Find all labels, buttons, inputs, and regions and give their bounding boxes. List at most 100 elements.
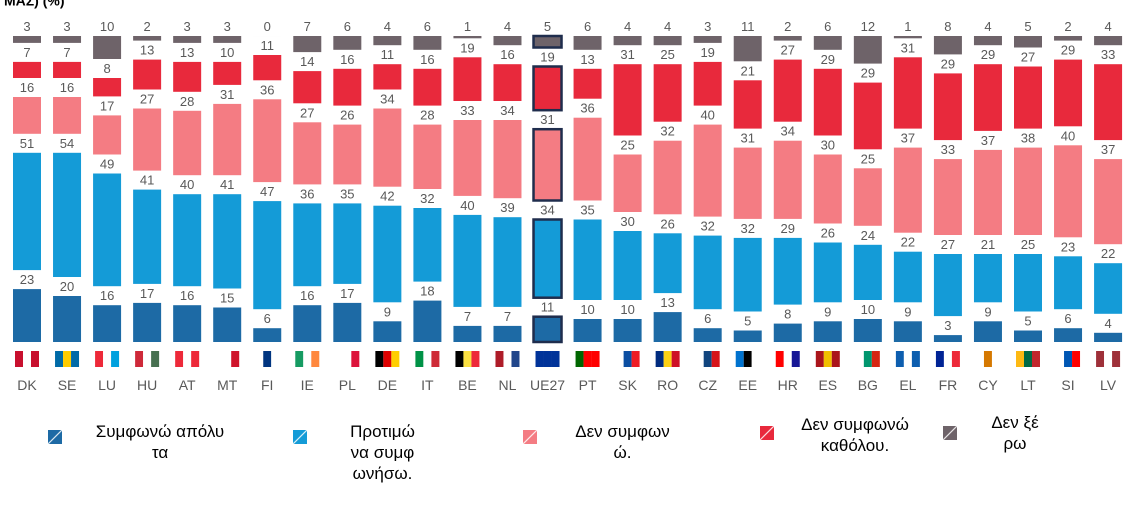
flag bbox=[471, 351, 480, 367]
value-label: 32 bbox=[740, 221, 754, 236]
bar-segment bbox=[773, 323, 802, 342]
flag bbox=[1016, 351, 1024, 367]
bar-segment bbox=[453, 120, 482, 196]
flag bbox=[991, 351, 1000, 367]
value-label: 31 bbox=[740, 131, 754, 146]
bar-segment bbox=[813, 321, 842, 342]
bar-segment bbox=[733, 36, 762, 62]
value-label: 3 bbox=[184, 19, 191, 34]
bar-segment bbox=[213, 194, 242, 289]
bar-segment bbox=[973, 149, 1002, 235]
x-tick-label: HU bbox=[137, 377, 157, 393]
bar-segment bbox=[853, 36, 882, 64]
x-tick-label: CY bbox=[978, 377, 998, 393]
flag bbox=[191, 351, 200, 367]
value-label: 9 bbox=[824, 304, 831, 319]
value-label: 6 bbox=[424, 19, 431, 34]
bar-segment bbox=[973, 254, 1002, 303]
flag bbox=[423, 351, 432, 367]
bar-segment bbox=[93, 173, 122, 287]
flag bbox=[175, 351, 184, 367]
flag bbox=[591, 351, 600, 367]
value-label: 3 bbox=[704, 19, 711, 34]
bar-segment bbox=[173, 110, 202, 176]
bar-segment bbox=[773, 36, 802, 41]
flag bbox=[1024, 351, 1032, 367]
flag bbox=[151, 351, 160, 367]
bar-segment bbox=[613, 154, 642, 212]
value-label: 33 bbox=[941, 142, 955, 157]
value-label: 27 bbox=[781, 43, 795, 58]
x-tick-label: EE bbox=[738, 377, 757, 393]
value-label: 30 bbox=[821, 138, 835, 153]
flag bbox=[375, 351, 384, 367]
value-label: 10 bbox=[620, 302, 634, 317]
flag bbox=[255, 351, 264, 367]
x-tick-label: LT bbox=[1020, 377, 1036, 393]
bar-segment bbox=[813, 36, 842, 50]
value-label: 8 bbox=[944, 19, 951, 34]
bar-segment bbox=[213, 307, 242, 342]
bar-segment bbox=[413, 124, 442, 189]
bar-segment bbox=[413, 208, 442, 282]
bar-segment bbox=[733, 330, 762, 342]
value-label: 16 bbox=[20, 80, 34, 95]
value-label: 2 bbox=[144, 19, 151, 34]
bar-segment bbox=[573, 319, 602, 342]
value-label: 5 bbox=[1024, 19, 1031, 34]
bar-segment bbox=[413, 300, 442, 342]
bar-segment bbox=[133, 302, 162, 342]
legend-swatch bbox=[943, 426, 957, 440]
bar-segment bbox=[493, 217, 522, 307]
value-label: 11 bbox=[541, 300, 555, 315]
bar-segment bbox=[293, 122, 322, 185]
value-label: 5 bbox=[544, 19, 551, 34]
bar-segment bbox=[13, 61, 41, 78]
x-tick-label: SE bbox=[58, 377, 77, 393]
bar-segment bbox=[693, 235, 722, 310]
bar-segment bbox=[773, 237, 802, 305]
flag bbox=[863, 351, 872, 367]
flag bbox=[143, 351, 152, 367]
value-label: 54 bbox=[60, 136, 74, 151]
bar-segment bbox=[653, 140, 682, 215]
x-tick-label: RO bbox=[657, 377, 678, 393]
value-label: 13 bbox=[580, 52, 594, 67]
bar-segment bbox=[453, 325, 482, 342]
flag bbox=[631, 351, 640, 367]
bar-segment bbox=[213, 61, 242, 85]
bar-segment bbox=[293, 71, 322, 104]
bar-segment bbox=[53, 97, 82, 134]
value-label: 4 bbox=[984, 19, 991, 34]
value-label: 29 bbox=[981, 47, 995, 62]
x-tick-label: MT bbox=[217, 377, 238, 393]
bar-segment bbox=[373, 205, 402, 303]
x-tick-label: DK bbox=[17, 377, 37, 393]
value-label: 41 bbox=[220, 177, 234, 192]
flag bbox=[415, 351, 424, 367]
value-label: 20 bbox=[60, 279, 74, 294]
value-label: 25 bbox=[861, 151, 875, 166]
value-label: 31 bbox=[220, 87, 234, 102]
bar-segment bbox=[773, 140, 802, 219]
bar-segment bbox=[1094, 36, 1123, 46]
flag bbox=[895, 351, 904, 367]
bar-segment bbox=[1054, 145, 1083, 238]
bar-segment bbox=[133, 36, 162, 41]
flag bbox=[23, 351, 31, 367]
value-label: 38 bbox=[1021, 131, 1035, 146]
bar-segment bbox=[1094, 64, 1123, 141]
x-tick-label: BE bbox=[458, 377, 477, 393]
bar-segment bbox=[933, 36, 962, 55]
bar-segment bbox=[453, 214, 482, 307]
value-label: 32 bbox=[420, 191, 434, 206]
chart: ΜΑΣ) (%) 23511673DK20541673SE164917810LU… bbox=[4, 0, 1123, 393]
bar-segment bbox=[893, 251, 922, 303]
bar-segment bbox=[93, 78, 122, 97]
value-label: 4 bbox=[504, 19, 511, 34]
value-label: 0 bbox=[264, 19, 271, 34]
flag bbox=[1056, 351, 1065, 367]
bar-segment bbox=[893, 147, 922, 233]
flag bbox=[215, 351, 224, 367]
flag bbox=[663, 351, 672, 367]
